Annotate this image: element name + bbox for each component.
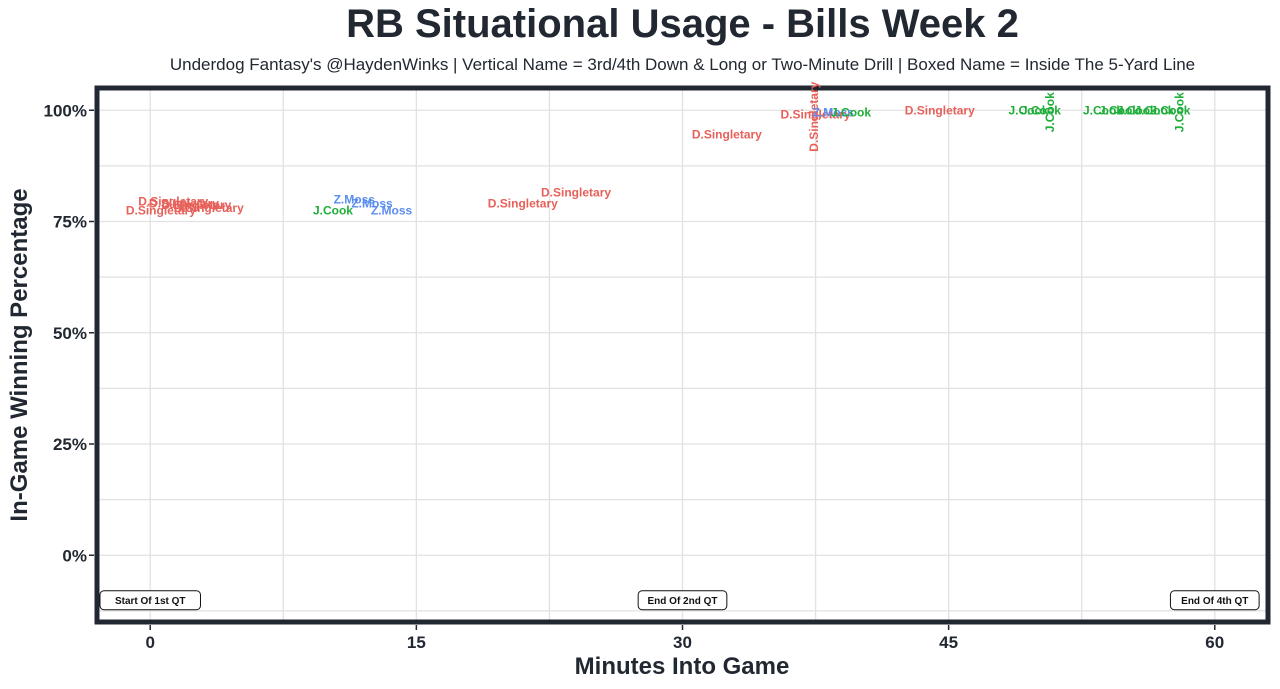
point-label: Z.Moss <box>334 192 376 206</box>
annotation-box <box>1169 590 1260 611</box>
point-label: D.Singletary <box>781 108 851 122</box>
x-tick-label: 15 <box>407 633 426 652</box>
x-tick-label: 60 <box>1205 633 1224 652</box>
point-label: J.Cook <box>1008 103 1048 117</box>
point-label: J.Cook <box>831 105 871 119</box>
y-tick-label: 75% <box>53 213 87 232</box>
y-tick-label: 50% <box>53 324 87 343</box>
x-tick-label: 45 <box>939 633 958 652</box>
point-label: D.Singletary <box>174 201 244 215</box>
x-tick-label: 30 <box>673 633 692 652</box>
quarter-annotation: End Of 2nd QT <box>637 590 728 611</box>
grid-lines <box>97 88 1268 622</box>
point-label: J.Cook <box>1150 103 1190 117</box>
point-label: D.Singletary <box>807 81 821 151</box>
point-label: D.Singletary <box>161 198 231 212</box>
y-tick-label: 0% <box>62 546 87 565</box>
y-tick-label: 25% <box>53 435 87 454</box>
x-tick-label: 0 <box>145 633 154 652</box>
chart-title: RB Situational Usage - Bills Week 2 <box>346 2 1019 46</box>
annotation-box <box>637 590 728 611</box>
point-label: D.Singletary <box>138 194 208 208</box>
quarter-annotations: Start Of 1st QT End Of 2nd QT End Of 4th Q… <box>99 590 1260 611</box>
point-label: Z.Moss <box>813 105 855 119</box>
point-label: D.Singletary <box>149 197 219 211</box>
x-axis-ticks: 0 15 30 45 60 <box>145 625 1224 652</box>
y-tick-label: 100% <box>44 101 87 120</box>
annotation-label: Start Of 1st QT <box>115 596 186 607</box>
y-axis-label: In-Game Winning Percentage <box>6 188 33 521</box>
point-label: D.Singletary <box>488 197 558 211</box>
annotation-label: End Of 2nd QT <box>648 596 718 607</box>
point-label: D.Singletary <box>692 128 762 142</box>
point-label: Z.Moss <box>351 197 393 211</box>
point-label: D.Singletary <box>126 203 196 217</box>
quarter-annotation: End Of 4th QT <box>1169 590 1260 611</box>
point-label: J.Cook <box>313 203 353 217</box>
point-label: J.Cook <box>1134 103 1174 117</box>
chart-subtitle: Underdog Fantasy's @HaydenWinks | Vertic… <box>169 55 1196 74</box>
x-axis-label: Minutes Into Game <box>575 653 790 680</box>
point-label: J.Cook <box>1172 92 1186 132</box>
annotation-label: End Of 4th QT <box>1181 596 1248 607</box>
point-label: J.Cook <box>1117 103 1157 117</box>
annotation-box <box>99 590 201 611</box>
point-label: J.Cook <box>1099 103 1139 117</box>
point-label: Z.Moss <box>371 203 413 217</box>
y-axis-ticks: 0% 25% 50% 75% 100% <box>44 101 94 565</box>
quarter-annotation: Start Of 1st QT <box>99 590 201 611</box>
point-label: D.Singletary <box>541 186 611 200</box>
player-labels: D.SingletaryD.SingletaryD.SingletaryD.Si… <box>126 81 1191 217</box>
plot-frame <box>94 85 1271 625</box>
point-label: J.Cook <box>1083 103 1123 117</box>
point-label: J.Cook <box>1021 103 1061 117</box>
point-label: D.Singletary <box>905 103 975 117</box>
point-label: J.Cook <box>1043 92 1057 132</box>
